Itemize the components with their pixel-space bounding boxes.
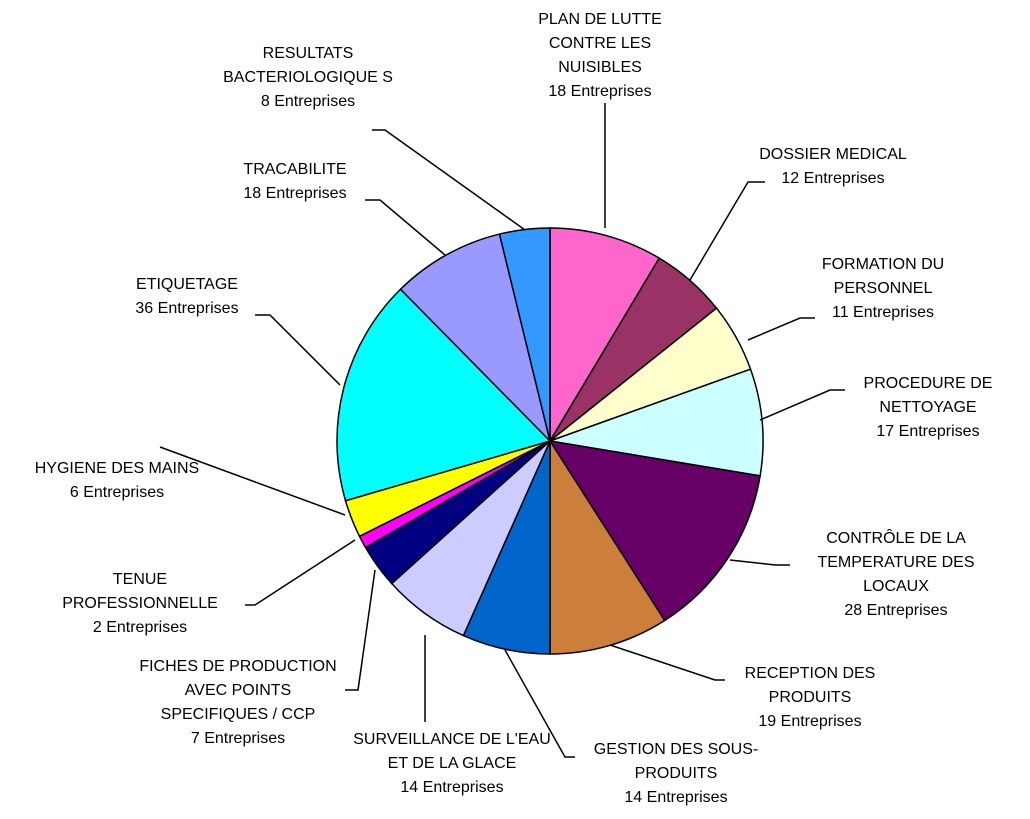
value-label: 14 Entreprises <box>400 779 504 796</box>
value-label: 19 Entreprises <box>758 713 862 730</box>
slice-label: TRACABILITE 18 Entreprises <box>220 158 370 206</box>
value-label: 36 Entreprises <box>135 300 239 317</box>
leader-line <box>255 314 341 386</box>
leader-line <box>372 129 526 231</box>
leader-line <box>245 539 356 606</box>
slice-label: SURVEILLANCE DE L'EAU ET DE LA GLACE 14 E… <box>352 728 552 800</box>
leader-line <box>759 389 845 421</box>
value-label: 12 Entreprises <box>781 170 885 187</box>
slice-label: GESTION DES SOUS-PRODUITS 14 Entreprises <box>566 738 786 810</box>
leader-line <box>504 649 575 758</box>
category-label: ETIQUETAGE <box>136 276 238 293</box>
category-label: TRACABILITE <box>243 161 347 178</box>
category-label: FICHES DE PRODUCTION AVEC POINTS SPECIFI… <box>139 658 337 723</box>
value-label: 18 Entreprises <box>243 185 347 202</box>
value-label: 2 Entreprises <box>92 619 188 636</box>
category-label: DOSSIER MEDICAL <box>759 146 907 163</box>
leader-line <box>159 446 346 516</box>
value-label: 17 Entreprises <box>876 423 980 440</box>
leader-line <box>729 559 790 566</box>
category-label: HYGIENE DES MAINS <box>34 460 200 477</box>
value-label: 7 Entreprises <box>190 730 286 747</box>
slice-label: PLAN DE LUTTE CONTRE LES NUISIBLES 18 Ent… <box>525 8 675 104</box>
pie-slice <box>549 438 666 655</box>
value-label: 11 Entreprises <box>832 304 934 321</box>
category-label: RESULTATS BACTERIOLOGIQUE S <box>223 45 393 86</box>
pie-slice <box>336 288 552 502</box>
pie-slice <box>549 227 661 444</box>
slice-label: RECEPTION DES PRODUITS 19 Entreprises <box>720 662 900 734</box>
slice-label: PROCEDURE DE NETTOYAGE 17 Entreprises <box>843 372 1013 444</box>
value-label: 6 Entreprises <box>69 484 165 501</box>
pie-slice <box>548 439 761 622</box>
category-label: FORMATION DU PERSONNEL <box>821 256 945 297</box>
slice-label: HYGIENE DES MAINS 6 Entreprises <box>2 457 232 505</box>
slice-label: DOSSIER MEDICAL 12 Entreprises <box>733 143 933 191</box>
leader-line <box>689 181 765 281</box>
category-label: RECEPTION DES PRODUITS <box>744 665 876 706</box>
pie-slice <box>399 233 552 444</box>
slice-label: FICHES DE PRODUCTION AVEC POINTS SPECIFI… <box>138 655 338 751</box>
slice-label: ETIQUETAGE 36 Entreprises <box>112 273 262 321</box>
category-label: PROCEDURE DE NETTOYAGE <box>863 375 993 416</box>
leader-line <box>365 199 446 256</box>
category-label: SURVEILLANCE DE L'EAU ET DE LA GLACE <box>353 731 551 772</box>
slice-label: TENUE PROFESSIONNELLE 2 Entreprises <box>35 568 245 640</box>
leader-line <box>747 317 815 341</box>
category-label: CONTRÔLE DE LA TEMPERATURE DES LOCAUX <box>817 530 975 595</box>
slice-label: FORMATION DU PERSONNEL 11 Entreprises <box>798 253 968 325</box>
value-label: 18 Entreprises <box>548 83 652 100</box>
category-label: PLAN DE LUTTE CONTRE LES NUISIBLES <box>538 11 662 76</box>
value-label: 28 Entreprises <box>844 602 948 619</box>
leader-line <box>609 644 725 681</box>
value-label: 8 Entreprises <box>260 93 356 110</box>
value-label: 14 Entreprises <box>624 789 728 806</box>
leader-line <box>345 569 376 691</box>
slice-label: RESULTATS BACTERIOLOGIQUE S 8 Entreprises <box>223 42 393 114</box>
slice-label: CONTRÔLE DE LA TEMPERATURE DES LOCAUX 28 … <box>791 527 1001 623</box>
category-label: GESTION DES SOUS-PRODUITS <box>593 741 759 782</box>
category-label: TENUE PROFESSIONNELLE <box>62 571 218 612</box>
